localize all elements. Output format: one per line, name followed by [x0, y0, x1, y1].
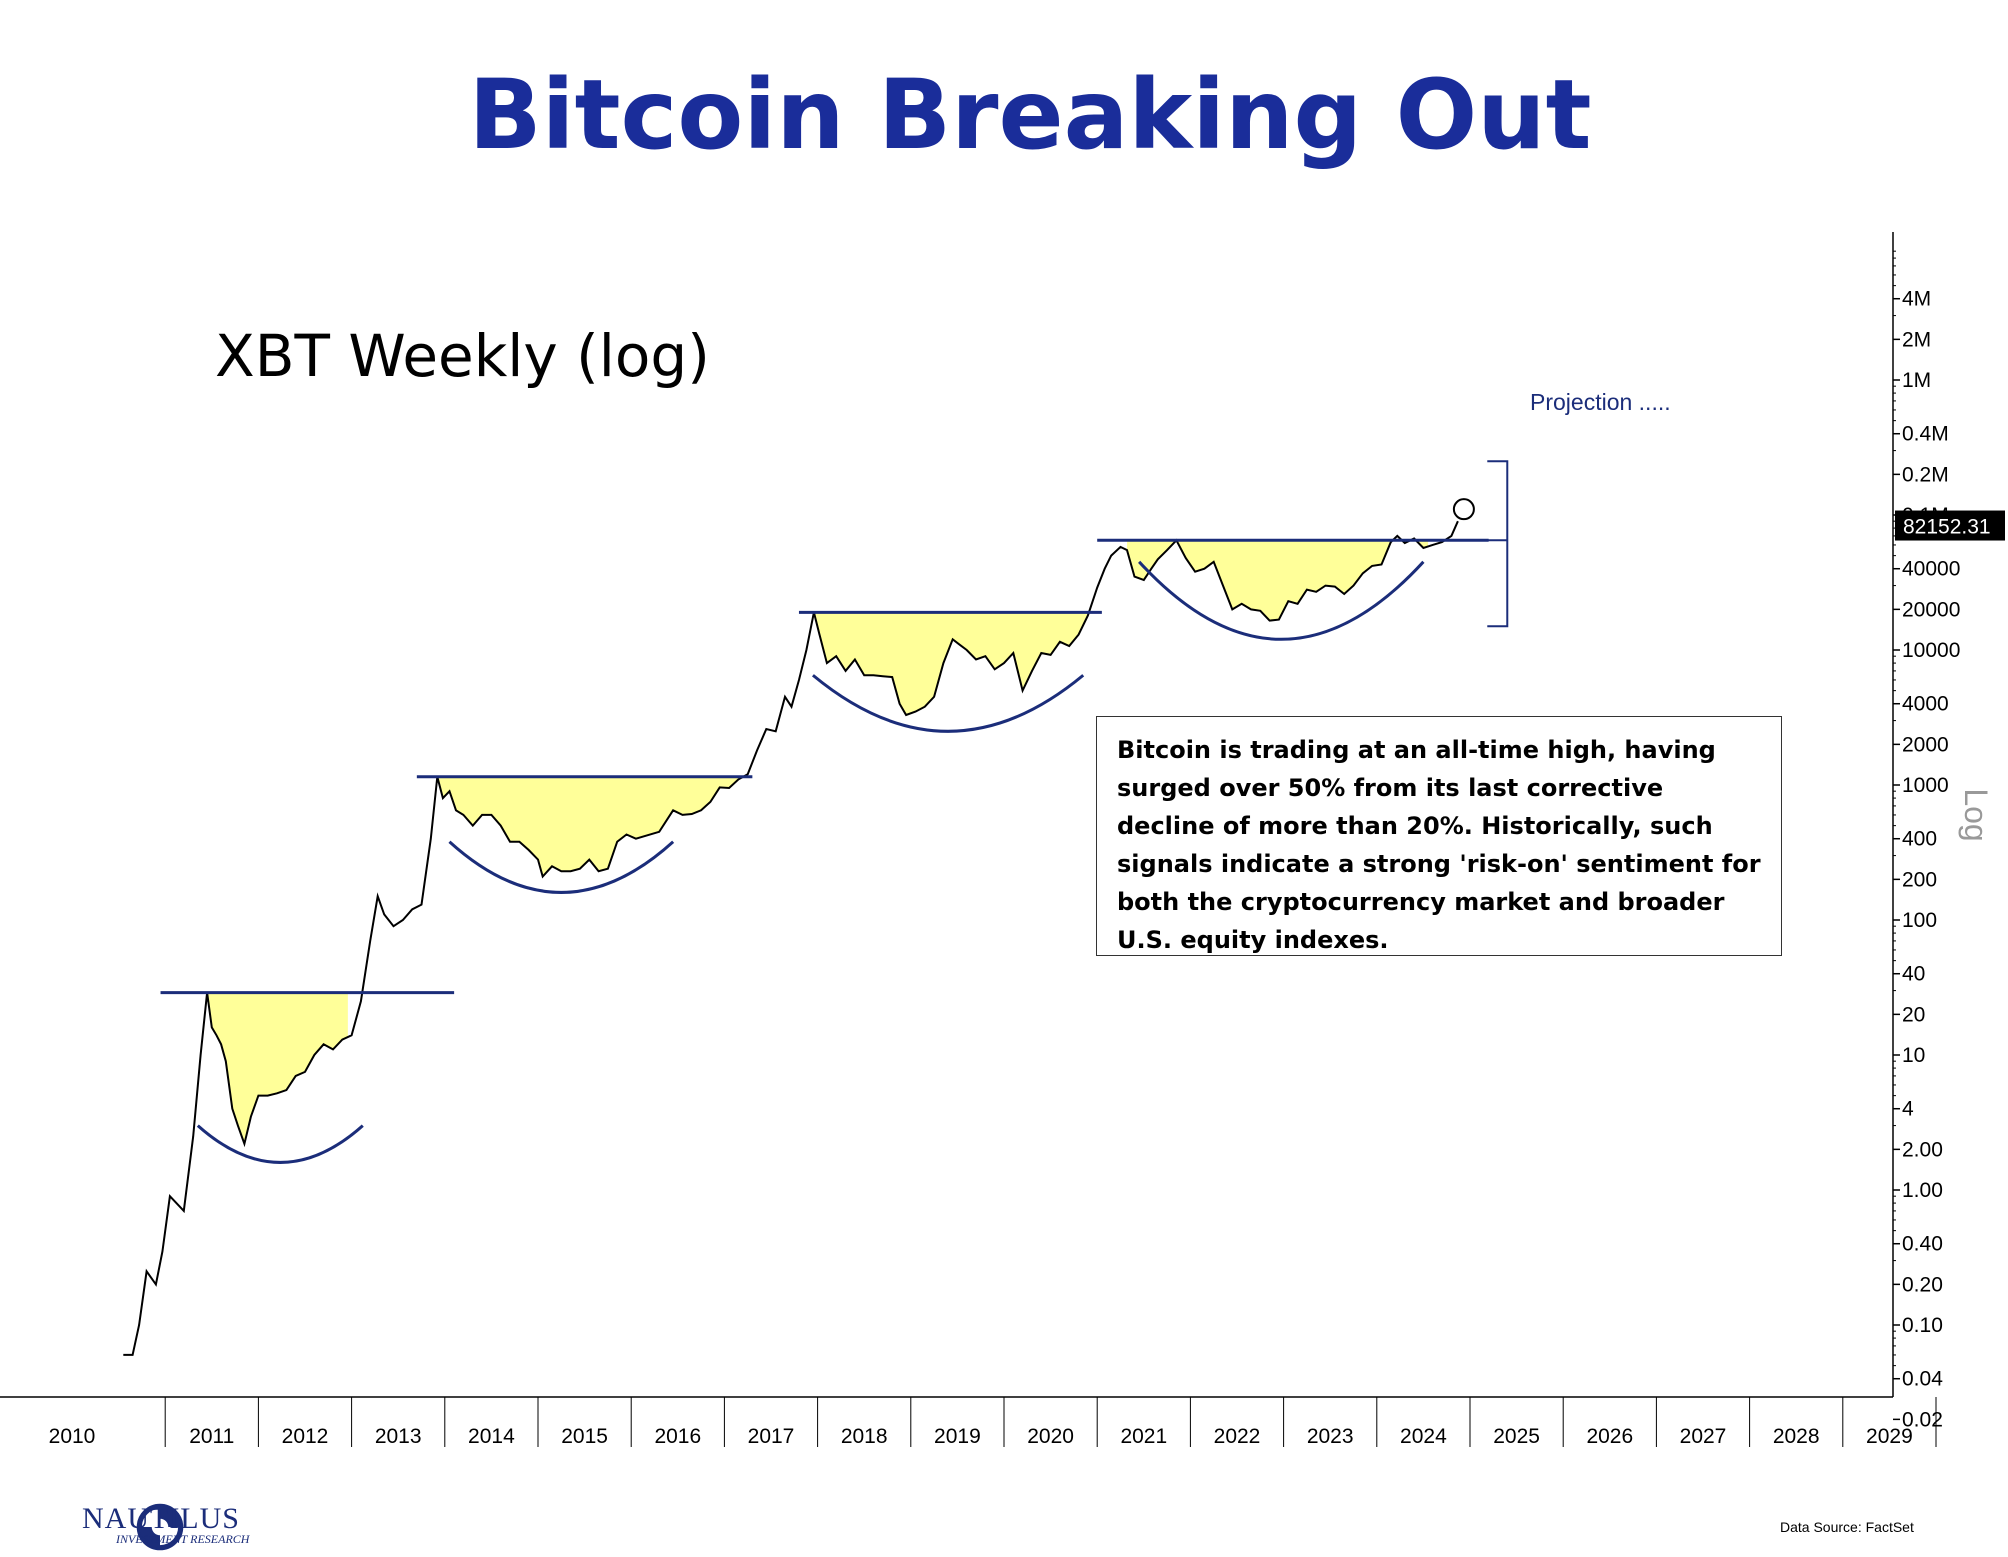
cup-arc-2 — [448, 840, 675, 894]
y-tick-label-10: 10 — [1902, 1044, 1925, 1067]
base-fill-2 — [437, 776, 739, 877]
x-tick-label-2019: 2019 — [934, 1425, 981, 1448]
projection-bracket — [1487, 460, 1509, 628]
y-tick-label-10000: 10000 — [1902, 639, 1960, 662]
x-tick-label-2022: 2022 — [1214, 1425, 1261, 1448]
y-tick-label-0.2M: 0.2M — [1902, 463, 1949, 486]
cup-arc-4 — [1138, 560, 1425, 641]
y-tick-label-100: 100 — [1902, 909, 1937, 932]
y-tick-label-0.4M: 0.4M — [1902, 423, 1949, 446]
y-tick-label-40: 40 — [1902, 963, 1925, 986]
nautilus-logo-icon — [136, 1503, 184, 1551]
y-tick-label-0.20: 0.20 — [1902, 1273, 1943, 1296]
y-tick-label-2M: 2M — [1902, 328, 1931, 351]
base-fill-1 — [207, 992, 348, 1144]
chart-subtitle: XBT Weekly (log) — [215, 322, 710, 390]
y-tick-label-0.04: 0.04 — [1902, 1368, 1943, 1391]
y-tick-label-2.00: 2.00 — [1902, 1138, 1943, 1161]
y-tick-label-20000: 20000 — [1902, 598, 1960, 621]
chart-title: Bitcoin Breaking Out — [469, 59, 1592, 171]
y-tick-label-200: 200 — [1902, 868, 1937, 891]
x-tick-label-2014: 2014 — [468, 1425, 515, 1448]
x-tick-label-2017: 2017 — [748, 1425, 795, 1448]
x-tick-label-2020: 2020 — [1027, 1425, 1074, 1448]
y-tick-label-0.10: 0.10 — [1902, 1314, 1943, 1337]
y-tick-label-1000: 1000 — [1902, 774, 1949, 797]
y-tick-label-4M: 4M — [1902, 288, 1931, 311]
plot-area: 2010 2011 2012 2013 2014 2015 2016 2017 2018 2019… — [0, 232, 2005, 1448]
brand-tagline: INVESTMENT RESEARCH — [116, 1532, 250, 1546]
brand-name: NAUTILUS — [82, 1502, 240, 1535]
callout-text: Bitcoin is trading at an all-time high, … — [1117, 736, 1761, 954]
y-tick-label-0.40: 0.40 — [1902, 1233, 1943, 1256]
y-tick-label-2000: 2000 — [1902, 733, 1949, 756]
y-tick-label-1.00: 1.00 — [1902, 1179, 1943, 1202]
axis-label-log: Log — [1958, 788, 1994, 841]
x-tick-label-2011: 2011 — [189, 1425, 234, 1448]
y-tick-label-4: 4 — [1902, 1098, 1914, 1121]
x-tick-label-2012: 2012 — [282, 1425, 329, 1448]
projection-label: Projection ..... — [1530, 389, 1671, 415]
x-tick-label-2013: 2013 — [375, 1425, 422, 1448]
base-fill-3 — [813, 612, 1090, 715]
data-source: Data Source: FactSet — [1780, 1519, 1914, 1535]
x-tick-label-2026: 2026 — [1586, 1425, 1633, 1448]
x-tick-label-2016: 2016 — [654, 1425, 701, 1448]
y-tick-label-40000: 40000 — [1902, 558, 1960, 581]
y-tick-label-400: 400 — [1902, 828, 1937, 851]
x-tick-label-2025: 2025 — [1493, 1425, 1540, 1448]
x-tick-label-2024: 2024 — [1400, 1425, 1447, 1448]
x-tick-label-2018: 2018 — [841, 1425, 888, 1448]
x-tick-label-2015: 2015 — [561, 1425, 608, 1448]
y-tick-label-1M: 1M — [1902, 369, 1931, 392]
x-tick-label-2021: 2021 — [1120, 1425, 1167, 1448]
x-tick-label-2010: 2010 — [49, 1425, 96, 1448]
x-tick-label-2027: 2027 — [1680, 1425, 1727, 1448]
cup-arc-3 — [811, 674, 1085, 733]
price-series-line — [123, 520, 1459, 1356]
base-fill-4 — [1127, 540, 1429, 621]
cup-arc-1 — [196, 1124, 364, 1164]
y-tick-label-20: 20 — [1902, 1003, 1925, 1026]
x-tick-label-2028: 2028 — [1773, 1425, 1820, 1448]
latest-point-marker — [1452, 498, 1475, 521]
callout-box: Bitcoin is trading at an all-time high, … — [1096, 716, 1782, 956]
y-tick-label-0.02: 0.02 — [1902, 1408, 1943, 1431]
x-tick-label-2029: 2029 — [1866, 1425, 1913, 1448]
y-tick-label-4000: 4000 — [1902, 693, 1949, 716]
last-price-badge — [1895, 510, 2005, 541]
last-price-label: 82152.31 — [1903, 516, 1991, 539]
x-tick-label-2023: 2023 — [1307, 1425, 1354, 1448]
